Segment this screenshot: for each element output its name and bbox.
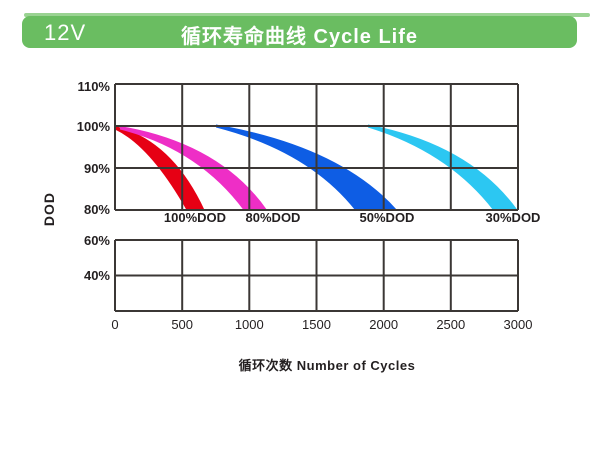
- ytick-100: 100%: [76, 119, 110, 134]
- curve-50pct-dod: [216, 124, 397, 210]
- x-axis-title: 循环次数 Number of Cycles: [238, 358, 416, 373]
- ytick-90: 90%: [83, 161, 110, 176]
- xtick-2000: 2000: [369, 317, 399, 332]
- xtick-500: 500: [171, 317, 194, 332]
- header-bar: 12V 循环寿命曲线 Cycle Life: [22, 16, 577, 48]
- page-title: 循环寿命曲线 Cycle Life: [180, 26, 419, 48]
- curve-30pct-dod: [368, 124, 518, 210]
- ytick-110: 110%: [77, 79, 110, 94]
- ytick-40: 40%: [83, 268, 110, 283]
- voltage-badge: 12V: [44, 20, 87, 45]
- upper-grid: [114, 83, 519, 211]
- ytick-80: 80%: [83, 202, 110, 217]
- xtick-3000: 3000: [503, 317, 533, 332]
- xtick-1500: 1500: [302, 317, 331, 332]
- label-80pct-dod: 80%DOD: [245, 210, 301, 225]
- label-30pct-dod: 30%DOD: [485, 210, 541, 225]
- header-accent-stripe: [24, 13, 590, 17]
- curve-80pct-dod: [120, 126, 267, 210]
- y-axis-title: DOD: [41, 191, 57, 227]
- xtick-1000: 1000: [234, 317, 264, 332]
- xtick-2500: 2500: [436, 317, 466, 332]
- label-100pct-dod: 100%DOD: [163, 210, 227, 225]
- lower-grid: [114, 239, 519, 312]
- label-50pct-dod: 50%DOD: [359, 210, 415, 225]
- ytick-60: 60%: [83, 233, 110, 248]
- xtick-0: 0: [111, 317, 119, 332]
